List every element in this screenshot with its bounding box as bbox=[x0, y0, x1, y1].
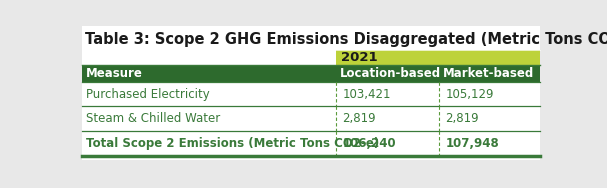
Text: 103,421: 103,421 bbox=[342, 88, 391, 101]
Text: 2,819: 2,819 bbox=[342, 112, 376, 125]
Bar bbox=[82, 106, 540, 131]
Text: Market-based: Market-based bbox=[443, 67, 534, 80]
Text: Steam & Chilled Water: Steam & Chilled Water bbox=[86, 112, 220, 125]
Text: Purchased Electricity: Purchased Electricity bbox=[86, 88, 209, 101]
Text: 2,819: 2,819 bbox=[446, 112, 479, 125]
Text: 107,948: 107,948 bbox=[446, 137, 500, 150]
Bar bbox=[82, 49, 336, 65]
Text: 2021: 2021 bbox=[341, 51, 378, 64]
Text: Table 3: Scope 2 GHG Emissions Disaggregated (Metric Tons CO2-e): Table 3: Scope 2 GHG Emissions Disaggreg… bbox=[85, 32, 607, 47]
Text: Measure: Measure bbox=[86, 67, 143, 80]
Text: 106,240: 106,240 bbox=[342, 137, 396, 150]
Text: 105,129: 105,129 bbox=[446, 88, 494, 101]
Bar bbox=[82, 65, 540, 82]
Text: Total Scope 2 Emissions (Metric Tons CO2-e): Total Scope 2 Emissions (Metric Tons CO2… bbox=[86, 137, 379, 150]
Text: Location-based: Location-based bbox=[340, 67, 441, 80]
Bar bbox=[336, 49, 540, 65]
Bar bbox=[82, 131, 540, 156]
Bar bbox=[82, 82, 540, 106]
